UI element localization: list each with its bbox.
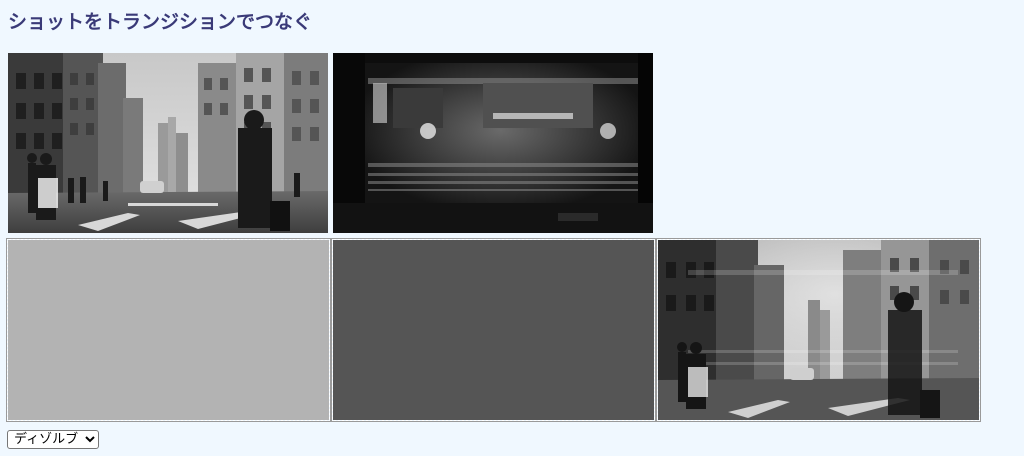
street-photo-dissolve-icon <box>658 240 979 420</box>
timeline-slot-3[interactable] <box>656 238 981 422</box>
light-grey-shot <box>8 240 329 420</box>
timeline-slot-1[interactable] <box>6 238 331 422</box>
page-title: ショットをトランジションでつなぐ <box>8 11 313 33</box>
street-photo-icon <box>8 53 328 233</box>
timeline-slot-2[interactable] <box>331 238 656 422</box>
source-shot-subway[interactable] <box>333 53 653 233</box>
source-shot-street[interactable] <box>8 53 328 233</box>
subway-train-photo-icon <box>333 53 653 233</box>
dark-grey-shot <box>333 240 654 420</box>
transition-select[interactable]: ディゾルブ <box>7 430 99 449</box>
